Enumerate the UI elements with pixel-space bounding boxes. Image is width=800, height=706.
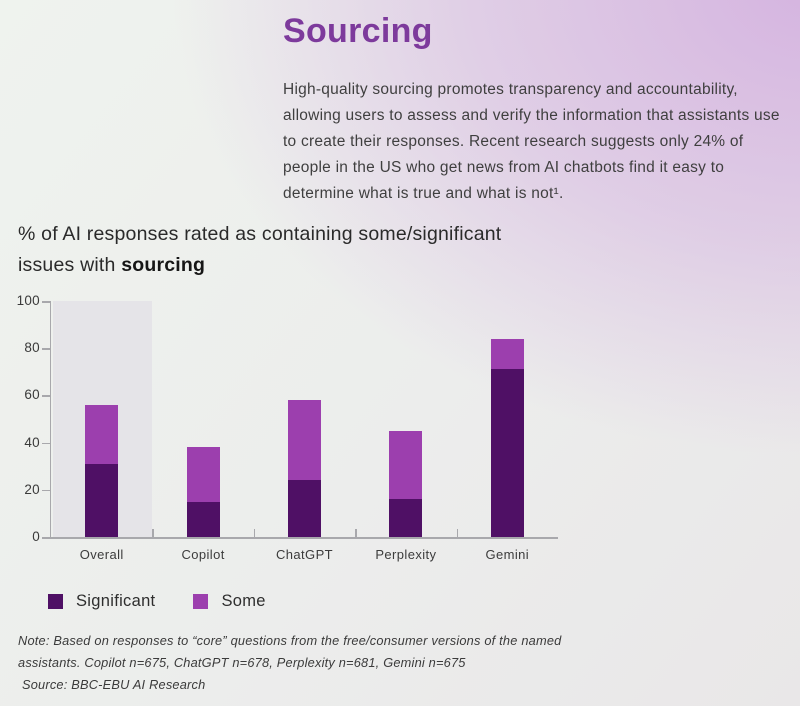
intro-paragraph: High-quality sourcing promotes transpare… [283,80,780,202]
page-title: Sourcing [283,12,433,50]
bar-gemini-some [490,338,524,370]
chart-heading-line1: % of AI responses rated as containing so… [18,223,502,245]
y-axis-tick-80 [41,348,50,350]
footnote-line1: Note: Based on responses to “core” quest… [18,633,562,648]
category-label-chatgpt: ChatGPT [276,547,333,562]
y-axis-tick-40 [41,442,50,445]
y-axis-label-60: 60 [24,387,40,403]
bar-perplexity-significant [389,499,423,537]
y-axis-label-0: 0 [32,529,40,544]
source-line: Source: BBC-EBU AI Research [22,677,206,692]
chart-heading-keyword: sourcing [121,254,206,276]
y-axis-label-40: 40 [24,434,40,450]
legend-item-significant: Significant [48,592,155,611]
bar-copilot-some [186,447,220,502]
y-axis-tick-20 [41,489,50,492]
y-axis-label-100: 100 [16,293,40,308]
chart-heading-line2: issues with [18,254,122,276]
x-axis-tick-3 [355,529,357,537]
legend-label: Significant [76,592,156,610]
x-axis-tick-2 [253,529,256,537]
y-axis-tick-60 [41,395,50,397]
legend-label: Some [221,592,266,610]
bar-chatgpt-significant [288,480,321,537]
bar-overall-some [85,404,119,464]
chart-legend: Significant Some [48,592,266,611]
significant-swatch-icon [48,594,63,609]
legend-item-some: Some [193,592,265,611]
x-axis-tick-1 [152,529,154,537]
y-axis-tick-0 [41,537,50,539]
bar-chatgpt-some [288,400,321,481]
footnote: Note: Based on responses to “core” quest… [18,630,618,696]
bar-copilot-significant [186,501,220,537]
bar-overall-significant [85,463,119,537]
category-label-perplexity: Perplexity [375,547,437,562]
category-label-gemini: Gemini [485,547,530,562]
bar-gemini-significant [490,369,524,537]
y-axis-tick-100 [41,301,50,303]
category-label-overall: Overall [79,547,124,562]
stacked-bar-chart: 0 20 40 60 80 100 Overall Copilot ChatGPT Perplex… [16,293,558,562]
x-axis [49,537,558,539]
y-axis-label-20: 20 [24,481,40,497]
y-axis-label-80: 80 [24,340,40,356]
footnote-line2: assistants. Copilot n=675, ChatGPT n=678… [18,655,466,670]
x-axis-tick-4 [456,529,459,537]
y-axis [49,301,51,539]
bar-perplexity-some [389,430,423,500]
chart-heading: % of AI responses rated as containing so… [18,219,578,281]
some-swatch-icon [193,594,209,609]
category-label-copilot: Copilot [181,547,225,562]
